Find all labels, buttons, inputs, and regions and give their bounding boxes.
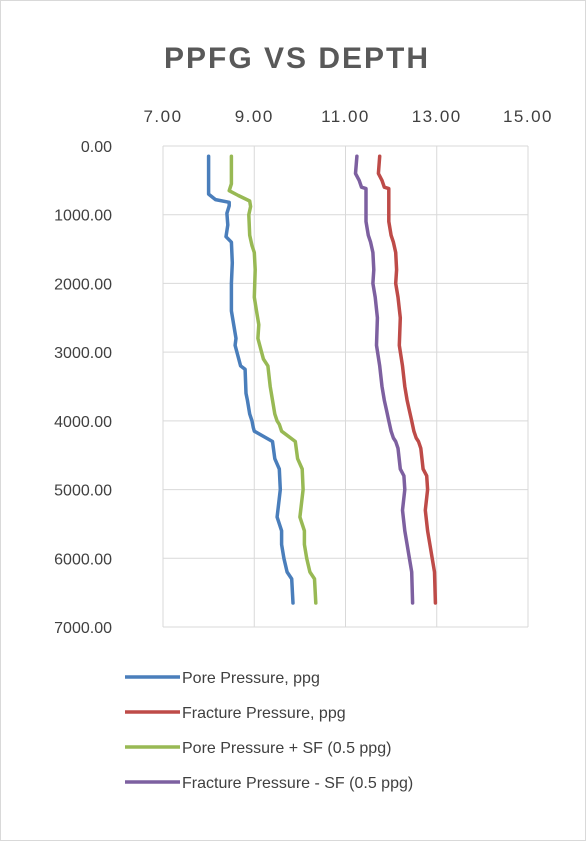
y-tick-label: 2000.00 <box>54 276 112 293</box>
series-lines <box>206 154 438 605</box>
legend-label-2: Fracture Pressure, ppg <box>182 705 346 722</box>
y-tick-label: 3000.00 <box>54 345 112 362</box>
legend-label-4: Fracture Pressure - SF (0.5 ppg) <box>182 775 413 792</box>
y-tick-label: 7000.00 <box>54 620 112 637</box>
y-tick-label: 4000.00 <box>54 414 112 431</box>
chart-title: PPFG VS DEPTH <box>164 42 430 75</box>
y-tick-label: 1000.00 <box>54 208 112 225</box>
y-axis-ticks: 0.00 1000.00 2000.00 3000.00 4000.00 5000.00 6… <box>54 139 112 637</box>
y-tick-label: 0.00 <box>81 139 112 156</box>
x-tick-label: 9.00 <box>235 107 274 126</box>
x-tick-label: 7.00 <box>143 107 182 126</box>
x-tick-label: 13.00 <box>412 107 462 126</box>
legend-label-3: Pore Pressure + SF (0.5 ppg) <box>182 740 391 757</box>
series-line-3 <box>227 154 318 605</box>
series-line-4 <box>353 154 415 605</box>
legend-label-1: Pore Pressure, ppg <box>182 670 320 687</box>
y-tick-label: 5000.00 <box>54 483 112 500</box>
series-line-2 <box>376 154 438 605</box>
y-tick-label: 6000.00 <box>54 551 112 568</box>
x-tick-label: 11.00 <box>321 107 370 126</box>
x-tick-label: 15.00 <box>503 107 553 126</box>
gridlines <box>162 145 529 628</box>
series-line-1 <box>206 154 295 605</box>
legend: Pore Pressure, ppg Fracture Pressure, ppg… <box>125 670 413 792</box>
x-axis-ticks: 7.00 9.00 11.00 13.00 15.00 <box>143 107 553 126</box>
